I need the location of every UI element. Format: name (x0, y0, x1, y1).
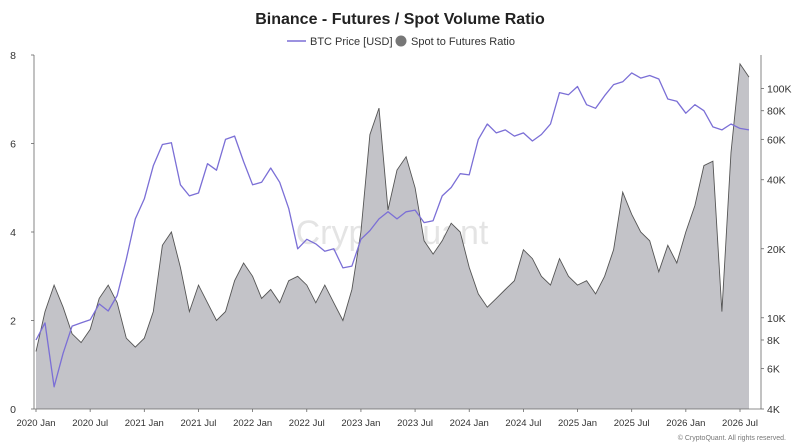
y-right-tick-label: 10K (767, 313, 786, 325)
y-right-tick-label: 40K (767, 175, 786, 187)
y-right-tick-label: 20K (767, 244, 786, 256)
legend[interactable]: BTC Price [USD] Spot to Futures Ratio (287, 35, 515, 49)
y-left-axis: 0 2 4 6 8 (10, 50, 34, 416)
y-left-tick-label: 2 (10, 316, 16, 328)
y-right-tick-label: 100K (767, 84, 792, 96)
x-tick-label: 2020 Jan (16, 418, 55, 429)
x-tick-label: 2022 Jan (233, 418, 272, 429)
x-tick-label: 2023 Jan (341, 418, 380, 429)
plot-area (35, 62, 750, 410)
x-tick-label: 2026 Jul (722, 418, 758, 429)
x-tick-label: 2021 Jan (125, 418, 164, 429)
x-tick-label: 2022 Jul (289, 418, 325, 429)
price-line-series (35, 72, 750, 388)
x-tick-label: 2025 Jul (614, 418, 650, 429)
y-right-tick-label: 4K (767, 404, 780, 416)
x-axis: 2020 Jan 2020 Jul 2021 Jan 2021 Jul 2022 Jan… (16, 409, 758, 429)
y-left-tick-label: 8 (10, 50, 16, 62)
y-right-tick-label: 60K (767, 134, 786, 146)
x-tick-label: 2026 Jan (666, 418, 705, 429)
y-left-tick-label: 4 (10, 227, 16, 239)
y-left-tick-label: 0 (10, 404, 16, 416)
y-right-axis: 4K 6K 8K 10K 20K 40K 60K 80K 100K (761, 84, 792, 416)
legend-price-label: BTC Price [USD] (310, 36, 393, 48)
x-tick-label: 2020 Jul (72, 418, 108, 429)
y-left-tick-label: 6 (10, 139, 16, 151)
ratio-line-series (35, 62, 750, 352)
y-right-tick-label: 6K (767, 364, 780, 376)
legend-ratio-label: Spot to Futures Ratio (411, 36, 515, 48)
y-right-tick-label: 80K (767, 106, 786, 118)
y-right-tick-label: 8K (767, 335, 780, 347)
legend-ratio-swatch (395, 35, 407, 47)
x-tick-label: 2025 Jan (558, 418, 597, 429)
x-tick-label: 2023 Jul (397, 418, 433, 429)
x-tick-label: 2021 Jul (181, 418, 217, 429)
chart-title: Binance - Futures / Spot Volume Ratio (255, 11, 545, 28)
x-tick-label: 2024 Jul (505, 418, 541, 429)
x-tick-label: 2024 Jan (450, 418, 489, 429)
ratio-area-series (36, 63, 749, 410)
credit: © CryptoQuant. All rights reserved. (678, 434, 786, 442)
